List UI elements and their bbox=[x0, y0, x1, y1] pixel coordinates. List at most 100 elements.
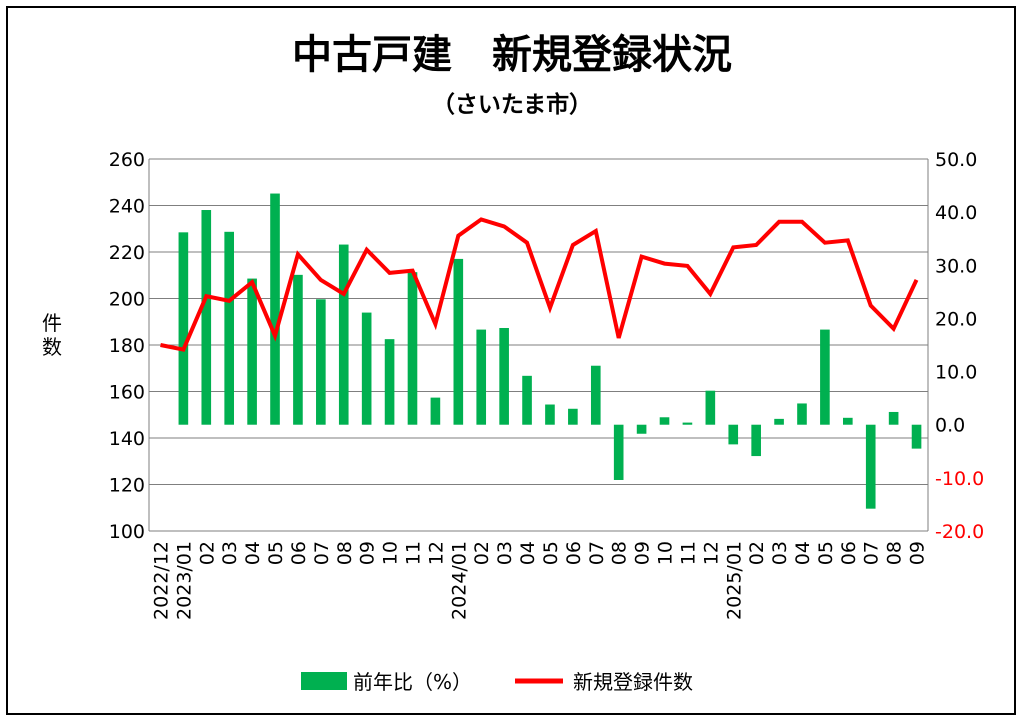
bar bbox=[201, 210, 212, 425]
x-tick-label: 06 bbox=[288, 541, 310, 565]
bar bbox=[545, 404, 555, 425]
x-tick-label: 03 bbox=[769, 541, 791, 565]
x-tick-label: 07 bbox=[861, 541, 883, 565]
bar bbox=[316, 299, 326, 425]
x-tick-label: 07 bbox=[586, 541, 608, 565]
bar bbox=[407, 272, 418, 425]
x-tick-label: 03 bbox=[219, 541, 241, 565]
bar bbox=[568, 408, 578, 425]
bar bbox=[865, 424, 876, 509]
bar bbox=[430, 397, 441, 425]
x-tick-label: 2024/01 bbox=[448, 541, 470, 620]
bar bbox=[613, 424, 624, 480]
x-tick-label: 05 bbox=[815, 541, 837, 565]
left-tick-label: 260 bbox=[109, 149, 145, 171]
x-tick-label: 06 bbox=[563, 541, 585, 565]
x-tick-label: 08 bbox=[884, 541, 906, 565]
x-tick-label: 2025/01 bbox=[723, 541, 745, 620]
bar bbox=[728, 424, 739, 445]
bar bbox=[820, 329, 830, 425]
left-tick-label: 200 bbox=[109, 289, 145, 311]
x-tick-label: 11 bbox=[402, 541, 424, 565]
legend-bar-label: 前年比（%） bbox=[353, 670, 472, 694]
right-tick-label: 30.0 bbox=[935, 255, 977, 277]
bar bbox=[751, 424, 761, 457]
line-path bbox=[160, 217, 919, 352]
bar bbox=[338, 244, 349, 425]
gridlines bbox=[148, 158, 929, 532]
left-tick-label: 160 bbox=[109, 382, 145, 404]
right-tick-label: -10.0 bbox=[935, 468, 984, 490]
x-tick-label: 06 bbox=[838, 541, 860, 565]
left-tick-label: 120 bbox=[109, 475, 145, 497]
left-tick-label: 220 bbox=[109, 242, 145, 264]
bar bbox=[590, 365, 601, 425]
bar bbox=[270, 193, 280, 425]
x-tick-label: 04 bbox=[242, 541, 264, 565]
x-tick-label: 03 bbox=[494, 541, 516, 565]
legend-bar-swatch bbox=[301, 672, 347, 690]
bar bbox=[659, 417, 670, 425]
x-tick-label: 09 bbox=[357, 541, 379, 565]
left-tick-label: 100 bbox=[109, 521, 145, 543]
bar bbox=[911, 424, 922, 449]
bar bbox=[453, 258, 464, 425]
x-tick-label: 05 bbox=[540, 541, 562, 565]
x-tick-label: 10 bbox=[655, 541, 677, 565]
x-tick-label: 08 bbox=[334, 541, 356, 565]
right-tick-label: 0.0 bbox=[935, 415, 965, 437]
x-tick-label: 12 bbox=[700, 541, 722, 565]
bar bbox=[682, 422, 693, 425]
right-axis-ticks: -20.0 -10.0 0.0 10.0 20.0 30.0 40.0 50.0 bbox=[935, 149, 984, 543]
bar bbox=[842, 417, 853, 425]
left-axis-ticks: 100 120 140 160 180 200 220 240 260 bbox=[109, 149, 145, 543]
right-tick-label: 50.0 bbox=[935, 149, 977, 171]
bar bbox=[247, 278, 257, 425]
right-tick-label: 10.0 bbox=[935, 362, 977, 384]
legend: 前年比（%） 新規登録件数 bbox=[301, 670, 693, 694]
x-tick-label: 2022/12 bbox=[150, 541, 172, 620]
x-tick-label: 05 bbox=[265, 541, 287, 565]
x-tick-label: 2023/01 bbox=[173, 541, 195, 620]
bar-series bbox=[178, 193, 922, 509]
bar bbox=[476, 329, 487, 425]
x-tick-label: 11 bbox=[677, 541, 699, 565]
x-tick-label: 08 bbox=[609, 541, 631, 565]
legend-line-label: 新規登録件数 bbox=[573, 670, 693, 694]
bar bbox=[224, 231, 235, 425]
x-tick-label: 12 bbox=[425, 541, 447, 565]
x-tick-label: 02 bbox=[196, 541, 218, 565]
x-tick-label: 10 bbox=[380, 541, 402, 565]
bar bbox=[499, 327, 509, 425]
bar bbox=[705, 390, 716, 425]
bar bbox=[522, 375, 532, 425]
x-tick-label: 02 bbox=[471, 541, 493, 565]
left-tick-label: 140 bbox=[109, 428, 145, 450]
right-tick-label: 40.0 bbox=[935, 202, 977, 224]
bar bbox=[797, 403, 807, 425]
x-axis-ticks: 2022/12 2023/01 02 03 04 05 06 07 08 09 10 11 12 2024… bbox=[150, 541, 928, 620]
left-tick-label: 180 bbox=[109, 335, 145, 357]
bar bbox=[774, 418, 784, 425]
bar bbox=[293, 274, 303, 425]
bar bbox=[888, 411, 899, 425]
bar bbox=[178, 232, 189, 425]
bar bbox=[636, 424, 647, 434]
right-tick-label: 20.0 bbox=[935, 308, 977, 330]
chart-subtitle: （さいたま市） bbox=[432, 91, 592, 118]
left-tick-label: 240 bbox=[109, 196, 145, 218]
x-tick-label: 09 bbox=[632, 541, 654, 565]
x-tick-label: 04 bbox=[517, 541, 539, 565]
x-tick-label: 09 bbox=[907, 541, 929, 565]
bar bbox=[384, 339, 395, 425]
left-axis-label-char: 数 bbox=[42, 335, 62, 359]
chart-title: 中古戸建 新規登録状況 bbox=[292, 32, 732, 78]
bar bbox=[361, 312, 372, 425]
chart-frame bbox=[6, 6, 1016, 715]
x-tick-label: 02 bbox=[746, 541, 768, 565]
x-tick-label: 04 bbox=[792, 541, 814, 565]
x-tick-label: 07 bbox=[311, 541, 333, 565]
right-tick-label: -20.0 bbox=[935, 521, 984, 543]
left-axis-label: 件数 bbox=[42, 311, 62, 359]
